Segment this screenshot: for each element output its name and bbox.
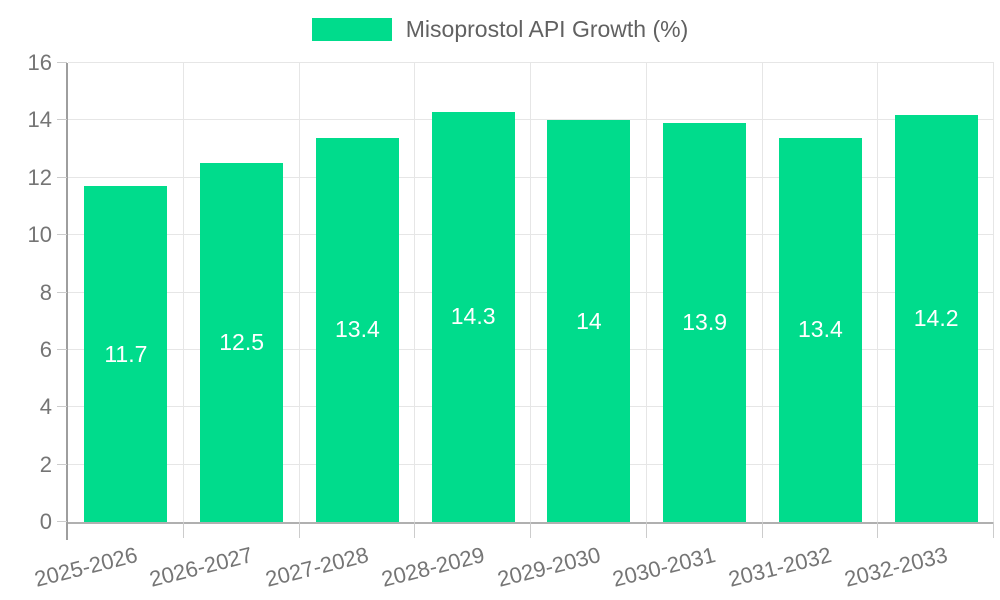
gridline — [761, 63, 763, 522]
x-axis-label: 2025-2026 — [31, 542, 140, 592]
bar-value-label: 13.9 — [682, 309, 727, 336]
gridline — [68, 119, 994, 121]
gridline — [298, 63, 300, 522]
y-axis-tick — [57, 463, 67, 465]
bar: 13.4 — [778, 137, 862, 522]
bar-value-label: 12.5 — [219, 329, 264, 356]
x-axis-label: 2029-2030 — [494, 542, 603, 592]
bar: 13.9 — [663, 123, 747, 522]
y-axis-tick — [57, 62, 67, 63]
gridline — [68, 176, 994, 178]
y-axis-label: 2 — [39, 451, 52, 477]
y-axis-tick — [57, 234, 67, 236]
gridline — [68, 234, 994, 236]
x-axis-tick — [993, 522, 994, 538]
gridline — [645, 63, 647, 522]
y-axis-label: 0 — [39, 509, 52, 534]
bar-value-label: 11.7 — [104, 340, 148, 367]
x-axis-tick — [530, 522, 531, 538]
axis-tick — [66, 522, 68, 540]
x-axis-tick — [298, 522, 300, 538]
x-axis-label: 2026-2027 — [147, 542, 256, 592]
bar-value-label: 14.2 — [913, 304, 959, 331]
bar-value-label: 13.4 — [334, 316, 380, 343]
bar: 14.2 — [894, 114, 978, 522]
x-axis-label: 2027-2028 — [263, 542, 372, 592]
gridline — [68, 62, 994, 63]
y-axis-label: 6 — [39, 336, 52, 362]
gridline — [68, 348, 994, 350]
y-axis-label: 12 — [27, 164, 52, 190]
plot-area: 11.7 12.5 13.4 14.3 14 13.9 13.4 14.2 — [66, 62, 994, 524]
x-axis-tick — [414, 522, 416, 538]
gridline — [68, 406, 994, 408]
x-axis-label: 2032-2033 — [841, 542, 950, 592]
bar-value-label: 13.4 — [797, 316, 843, 343]
y-axis-label: 4 — [39, 394, 52, 420]
bar: 14.3 — [431, 111, 515, 522]
y-axis-label: 8 — [39, 279, 52, 305]
y-axis-tick — [57, 406, 67, 408]
gridline — [414, 63, 416, 522]
y-axis-label: 16 — [27, 50, 52, 75]
gridline — [68, 463, 994, 465]
bar-value-label: 14.3 — [450, 303, 496, 330]
gridline — [993, 63, 994, 522]
x-axis-tick — [877, 522, 879, 538]
x-axis-label: 2031-2032 — [726, 542, 835, 592]
y-axis-tick — [57, 291, 67, 293]
y-axis-tick — [57, 348, 67, 350]
gridline — [182, 63, 184, 522]
x-axis-tick — [645, 522, 647, 538]
bar: 13.4 — [315, 137, 399, 522]
gridline — [530, 63, 531, 522]
y-axis-label: 10 — [27, 222, 52, 248]
legend: Misoprostol API Growth (%) — [0, 17, 1000, 41]
bar: 12.5 — [200, 163, 284, 522]
bar-value-label: 14 — [576, 307, 602, 334]
y-axis-tick — [57, 119, 67, 121]
legend-label: Misoprostol API Growth (%) — [405, 16, 689, 42]
x-axis-label: 2030-2031 — [610, 542, 719, 592]
gridline — [877, 63, 879, 522]
x-axis-label: 2028-2029 — [378, 542, 487, 592]
y-axis-tick — [57, 176, 67, 178]
legend-swatch — [311, 17, 392, 41]
y-axis-tick — [57, 521, 67, 522]
y-axis-label: 14 — [27, 107, 52, 133]
gridline — [68, 291, 994, 293]
bar: 14 — [547, 120, 631, 522]
x-axis-tick — [182, 522, 184, 538]
bar: 11.7 — [84, 186, 168, 522]
x-axis-tick — [761, 522, 763, 538]
